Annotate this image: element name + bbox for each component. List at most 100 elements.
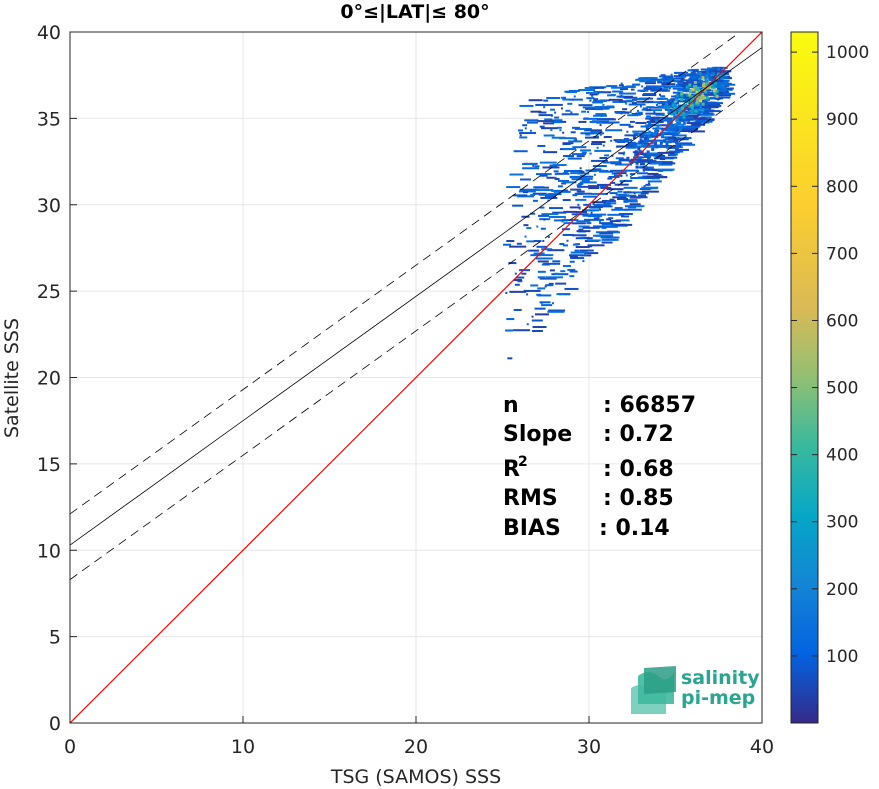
density-cell <box>670 112 674 116</box>
density-cell <box>678 143 696 146</box>
density-cell <box>596 135 599 138</box>
density-cell <box>559 129 562 132</box>
density-cell <box>718 88 724 91</box>
density-cell <box>568 89 580 92</box>
density-cell <box>543 173 552 176</box>
density-cell <box>519 134 522 137</box>
density-cell <box>679 106 683 110</box>
density-cell <box>569 275 575 278</box>
density-cell <box>681 111 685 115</box>
density-cell <box>656 97 668 100</box>
density-cell <box>593 173 596 176</box>
density-cell <box>705 96 709 100</box>
density-cell <box>590 159 608 162</box>
colorbar-gradient <box>790 31 819 724</box>
density-cell <box>672 107 676 111</box>
density-cell <box>553 190 571 193</box>
density-cell <box>599 124 602 127</box>
density-cell <box>541 127 559 130</box>
density-cell <box>576 220 591 223</box>
density-cell <box>616 197 628 200</box>
density-cell <box>657 151 675 154</box>
density-cell <box>681 106 685 110</box>
density-cell <box>640 140 644 144</box>
density-cell <box>620 174 623 177</box>
density-cell <box>571 98 574 101</box>
density-cell <box>644 155 648 159</box>
density-cell <box>701 73 707 76</box>
density-cell <box>656 106 659 109</box>
density-cell <box>562 228 571 231</box>
density-cell <box>519 188 537 191</box>
density-cell <box>626 99 635 102</box>
density-cell <box>537 287 546 290</box>
density-cell <box>690 80 693 83</box>
density-cell <box>562 244 568 247</box>
density-cell <box>691 125 694 128</box>
density-cell <box>678 118 693 121</box>
density-cell <box>695 100 699 104</box>
density-cell <box>666 108 670 112</box>
density-cell <box>670 138 674 142</box>
density-cell <box>576 155 585 158</box>
regression-line <box>70 47 762 546</box>
density-cell <box>523 224 529 227</box>
density-cell <box>537 144 546 147</box>
density-cell <box>689 89 693 93</box>
density-cell <box>721 72 725 76</box>
density-cell <box>618 95 633 98</box>
density-cell <box>637 147 641 151</box>
density-cell <box>619 88 628 91</box>
density-cell <box>554 119 563 122</box>
stat-value: : 66857 <box>603 393 696 418</box>
density-cell <box>602 144 605 147</box>
density-cell <box>581 179 590 182</box>
density-cell <box>681 77 684 80</box>
density-cell <box>664 131 679 134</box>
density-cell <box>672 139 678 142</box>
density-cell <box>645 143 649 147</box>
y-tick-label: 5 <box>49 627 61 649</box>
density-cell <box>562 264 571 267</box>
density-cell <box>604 154 610 157</box>
density-cell <box>690 106 694 110</box>
density-cell <box>582 106 600 109</box>
density-cell <box>632 130 647 133</box>
density-cell <box>530 254 542 257</box>
density-cell <box>651 177 660 180</box>
density-cell <box>669 128 673 132</box>
density-cell <box>602 121 620 124</box>
density-cell <box>711 71 726 74</box>
density-cell <box>594 149 612 152</box>
density-cell <box>592 101 604 104</box>
density-cell <box>607 177 613 180</box>
density-cell <box>656 103 659 106</box>
density-cell <box>684 103 688 107</box>
density-cell <box>532 164 535 167</box>
density-cell <box>639 165 648 168</box>
density-cell <box>643 185 646 188</box>
density-cell <box>611 202 617 205</box>
density-cell <box>669 153 678 156</box>
density-cell <box>633 132 639 135</box>
density-cell <box>517 280 523 283</box>
density-cell <box>682 86 688 89</box>
density-cell <box>703 110 721 113</box>
density-cell <box>661 127 665 131</box>
y-tick-label: 20 <box>37 368 61 390</box>
density-cell <box>626 130 629 133</box>
density-cell <box>584 129 587 132</box>
density-cell <box>629 120 635 123</box>
density-cell <box>665 142 669 146</box>
density-cell <box>523 289 541 292</box>
density-cell <box>701 108 705 112</box>
density-cell <box>590 143 602 146</box>
y-axis-label: Satellite SSS <box>1 318 23 438</box>
density-cell <box>571 126 580 129</box>
density-cell <box>622 153 625 156</box>
density-cell <box>657 154 666 157</box>
density-cell <box>537 294 552 297</box>
density-cell <box>599 234 614 237</box>
density-cell <box>709 73 712 76</box>
density-cell <box>641 190 659 193</box>
